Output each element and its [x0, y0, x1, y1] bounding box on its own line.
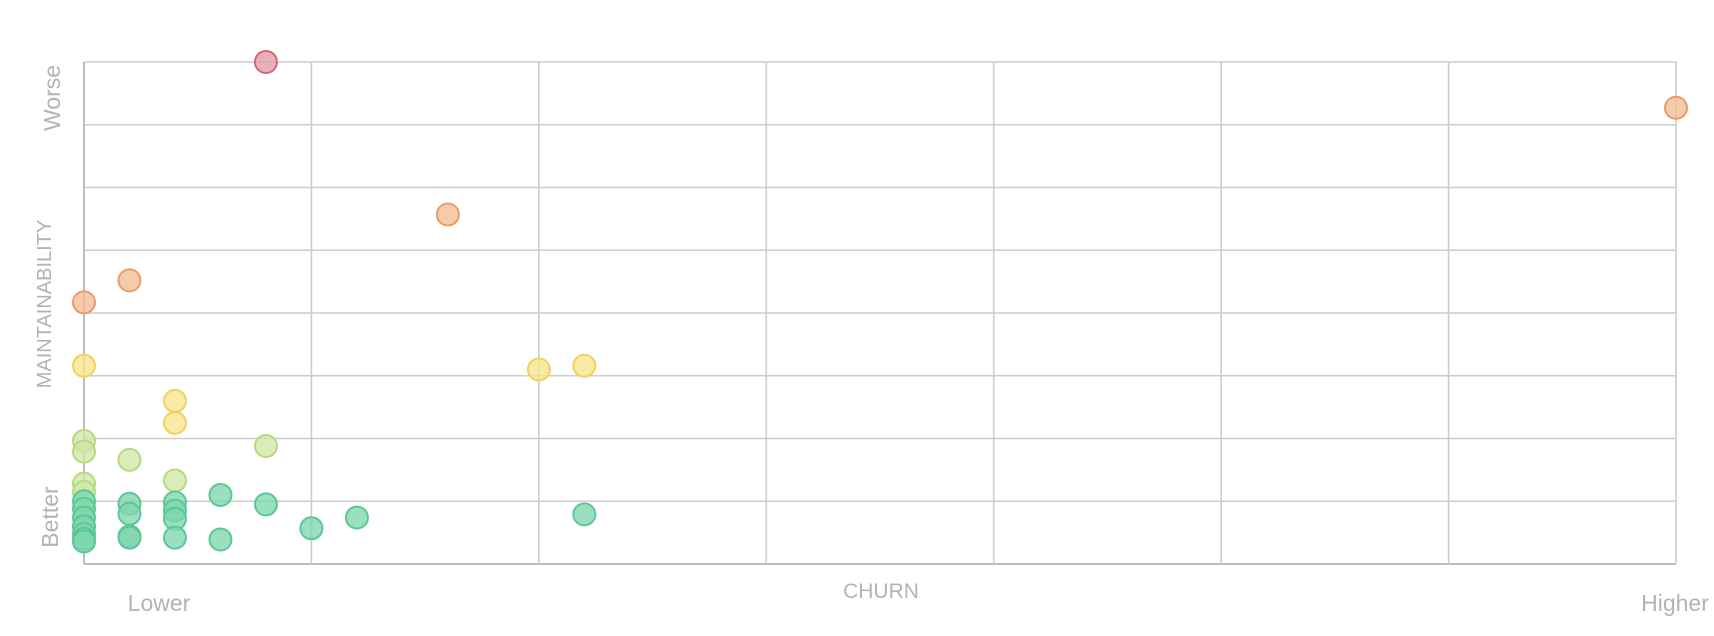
data-point-30[interactable]	[72, 529, 96, 554]
data-point-13[interactable]	[253, 434, 278, 459]
x-axis-title: CHURN	[843, 580, 919, 603]
y-axis-low-label: Better	[37, 486, 63, 548]
data-point-35[interactable]	[299, 516, 324, 541]
data-point-32[interactable]	[117, 525, 142, 550]
data-point-4[interactable]	[72, 290, 96, 315]
data-point-20[interactable]	[117, 501, 142, 526]
chart-grid	[83, 61, 1677, 565]
data-point-0[interactable]	[253, 50, 278, 74]
data-point-7[interactable]	[572, 353, 597, 378]
y-axis-high-label: Worse	[39, 65, 65, 131]
data-point-6[interactable]	[526, 357, 551, 382]
data-point-1[interactable]	[1664, 95, 1688, 120]
data-point-12[interactable]	[117, 447, 142, 472]
data-point-17[interactable]	[208, 482, 233, 507]
x-axis-low-label: Lower	[128, 590, 191, 616]
data-point-5[interactable]	[72, 353, 96, 378]
data-point-34[interactable]	[208, 527, 233, 552]
data-points	[72, 50, 1688, 554]
data-point-9[interactable]	[162, 410, 187, 435]
data-point-33[interactable]	[162, 525, 187, 550]
data-point-8[interactable]	[162, 388, 187, 413]
data-point-14[interactable]	[162, 468, 187, 493]
data-point-36[interactable]	[344, 505, 369, 530]
y-axis-title: MAINTAINABILITY	[34, 220, 56, 389]
data-point-37[interactable]	[572, 502, 597, 527]
data-point-18[interactable]	[253, 492, 278, 517]
data-point-3[interactable]	[117, 268, 142, 293]
data-point-2[interactable]	[435, 202, 460, 227]
x-axis-high-label: Higher	[1641, 590, 1709, 616]
data-point-11[interactable]	[72, 439, 96, 464]
